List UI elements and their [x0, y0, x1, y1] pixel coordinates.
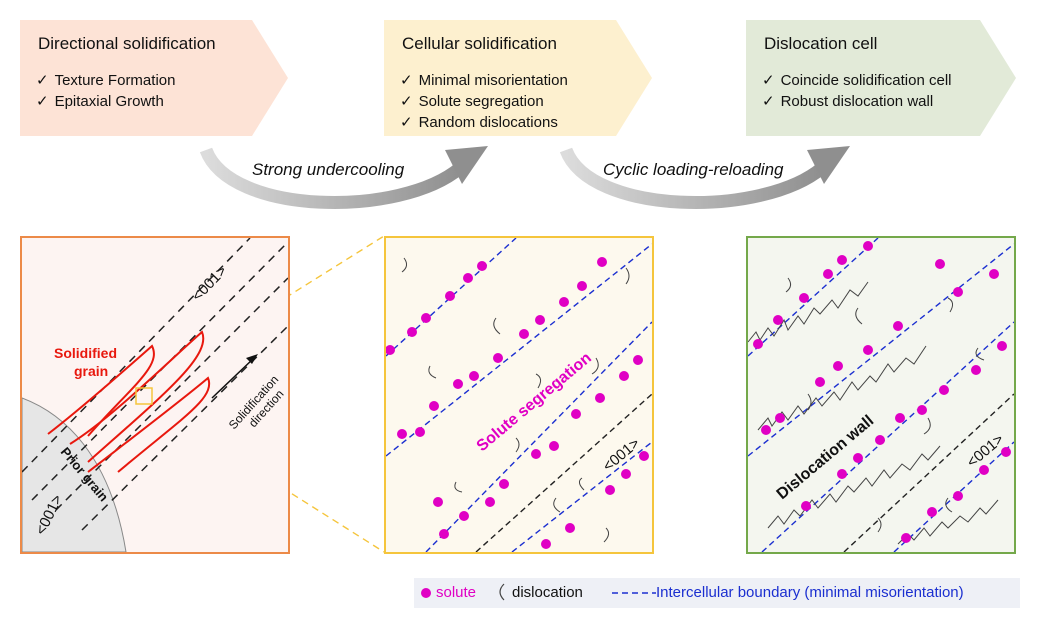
check-icon: ✓: [762, 93, 775, 110]
panel-dislocation-cell: Dislocation wall <001>: [746, 236, 1016, 554]
stage-item: ✓ Random dislocations: [400, 114, 558, 131]
label-001: <001>: [600, 435, 644, 476]
transition-label: Strong undercooling: [252, 160, 405, 179]
solidified-grain-label: grain: [74, 363, 108, 379]
legend-solute-label: solute: [436, 584, 477, 601]
solidified-grain-label: Solidified: [54, 345, 117, 361]
panel-directional-drawing: <001> <001> Solidified grain Solidificat…: [22, 238, 288, 552]
stage-items: ✓ Minimal misorientation ✓ Solute segregat…: [400, 70, 568, 133]
panel-dislocation-drawing: Dislocation wall <001>: [748, 238, 1014, 552]
stage-box-cellular: Cellular solidification ✓ Minimal misorie…: [384, 20, 652, 136]
direction-arrow-icon: [246, 354, 258, 364]
check-icon: ✓: [400, 93, 413, 110]
solidified-grain-outline: [47, 330, 211, 473]
dislocation-wall-tangle: [748, 277, 999, 545]
solute-dots: [386, 257, 649, 549]
segregation-label: Solute segregation: [474, 349, 595, 455]
solute-icon: [421, 588, 431, 598]
check-icon: ✓: [36, 93, 49, 110]
label-001: <001>: [964, 431, 1008, 472]
stage-box-directional-shape: [20, 20, 288, 136]
stage-item: ✓ Minimal misorientation: [400, 72, 568, 89]
stage-item: ✓ Solute segregation: [400, 93, 544, 110]
legend: solute dislocation Intercellular boundar…: [414, 578, 1020, 608]
stage-items: ✓ Texture Formation ✓ Epitaxial Growth: [36, 70, 175, 112]
prior-grain-shape: [22, 397, 127, 552]
panel-cellular-drawing: Solute segregation <001>: [386, 238, 652, 552]
stage-title: Dislocation cell: [764, 34, 878, 53]
stage-item: ✓ Texture Formation: [36, 72, 176, 89]
check-icon: ✓: [36, 72, 49, 89]
stage-items: ✓ Coincide solidification cell ✓ Robust di…: [762, 70, 952, 112]
check-icon: ✓: [762, 72, 775, 89]
check-icon: ✓: [400, 72, 413, 89]
panel-cellular: Solute segregation <001>: [384, 236, 654, 554]
zoom-box: [135, 387, 153, 405]
legend-dislocation-label: dislocation: [512, 584, 583, 601]
stage-title: Directional solidification: [38, 34, 216, 53]
panel-directional: <001> <001> Solidified grain Solidificat…: [20, 236, 290, 554]
solute-dots: [753, 241, 1011, 543]
stage-box-dislocation-cell: Dislocation cell ✓ Coincide solidificatio…: [746, 20, 1016, 136]
boundary-line-icon: [612, 592, 656, 594]
curved-arrow-icon: [199, 146, 488, 209]
check-icon: ✓: [400, 114, 413, 131]
dislocation-icon: [499, 583, 505, 601]
legend-boundary-label: Intercellular boundary (minimal misorien…: [656, 584, 964, 601]
stage-item: ✓ Robust dislocation wall: [762, 93, 934, 110]
transition-label: Cyclic loading-reloading: [603, 160, 784, 179]
stage-item: ✓ Coincide solidification cell: [762, 72, 952, 89]
stage-box-directional: Directional solidification ✓ Texture Form…: [20, 20, 288, 136]
label-001-top: <001>: [189, 262, 231, 305]
stage-title: Cellular solidification: [402, 34, 557, 53]
stage-item: ✓ Epitaxial Growth: [36, 93, 164, 110]
stage-box-dislocation-shape: [746, 20, 1016, 136]
stage-box-cellular-shape: [384, 20, 652, 136]
transition-arrows: [199, 146, 850, 209]
curved-arrow-icon: [559, 146, 850, 209]
dislocation-lines: [401, 257, 630, 543]
